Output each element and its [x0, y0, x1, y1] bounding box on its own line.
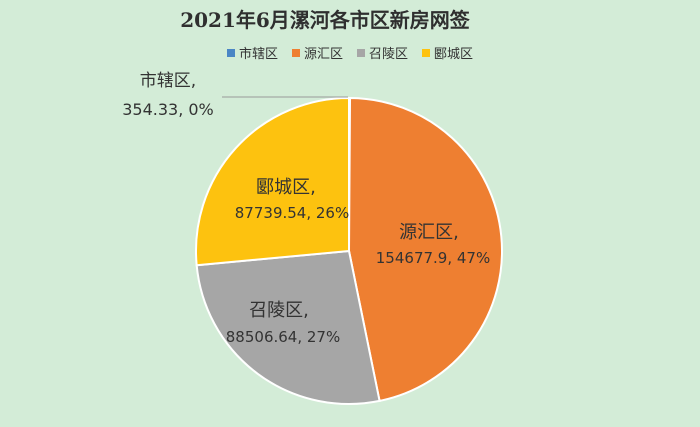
data-label-yanchengqu-name: 郾城区, [256, 177, 316, 198]
legend-swatch-zhaolingqu [357, 48, 365, 57]
legend-label-shixiaqu: 市辖区 [238, 47, 278, 62]
legend-label-zhaolingqu: 召陵区 [369, 47, 409, 62]
legend-swatch-shixiaqu [226, 48, 235, 57]
chart-legend: 市辖区 源汇区 召陵区 郾城区 [0, 43, 700, 62]
legend-label-yuanhuiqu: 源汇区 [303, 47, 343, 62]
legend-label-yanchengqu: 郾城区 [434, 47, 474, 62]
chart-title: 2021年6月漯河各市区新房网签 [180, 8, 470, 32]
data-label-zhaolingqu-value: 88506.64, 27% [226, 328, 340, 346]
legend-swatch-yuanhuiqu [291, 48, 300, 57]
data-label-shixiaqu-name: 市辖区, [140, 71, 196, 91]
data-label-yuanhuiqu-value: 154677.9, 47% [376, 249, 490, 267]
legend-swatch-yanchengqu [422, 48, 431, 57]
data-label-zhaolingqu-name: 召陵区, [249, 300, 309, 321]
legend-item-yuanhuiqu: 源汇区 [291, 43, 343, 62]
data-label-yanchengqu-value: 87739.54, 26% [235, 204, 349, 222]
pie-slice-yanchengqu [195, 96, 350, 267]
data-label-yuanhuiqu-name: 源汇区, [399, 222, 459, 243]
pie-slices [195, 96, 503, 405]
legend-item-zhaolingqu: 召陵区 [357, 43, 408, 62]
pie-slice-yuanhuiqu [347, 96, 503, 403]
legend-item-shixiaqu: 市辖区 [226, 43, 278, 62]
legend-item-yanchengqu: 郾城区 [422, 43, 473, 62]
pie-slice-zhaolingqu [195, 249, 381, 405]
data-label-shixiaqu-value: 354.33, 0% [122, 100, 214, 119]
